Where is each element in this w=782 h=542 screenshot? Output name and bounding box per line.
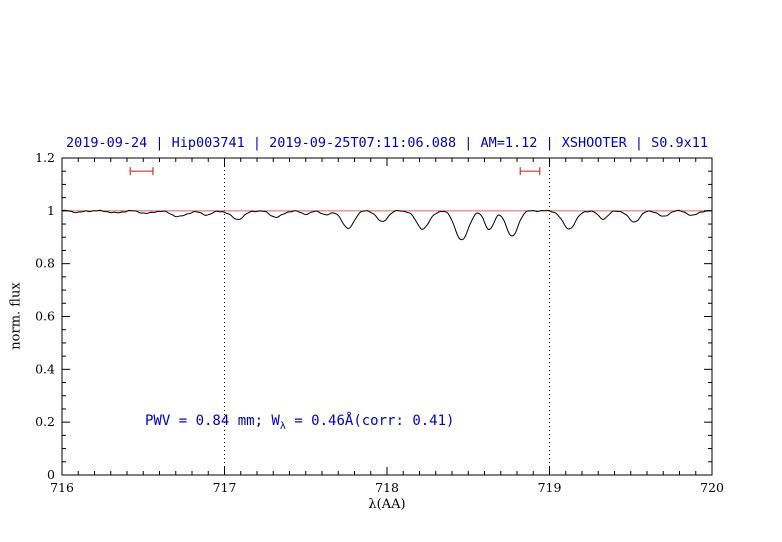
- y-tick-label: 1: [47, 203, 55, 218]
- y-tick-label: 0: [47, 467, 55, 482]
- x-tick-label: 720: [700, 480, 724, 495]
- y-tick-label: 0.2: [35, 414, 55, 429]
- x-tick-label: 716: [50, 480, 74, 495]
- y-tick-label: 0.4: [35, 361, 55, 376]
- x-tick-label: 717: [213, 480, 237, 495]
- x-tick-label: 718: [375, 480, 399, 495]
- pwv-annotation-sub: λ: [279, 420, 286, 432]
- plot-title: 2019-09-24 | Hip003741 | 2019-09-25T07:1…: [65, 135, 709, 151]
- x-tick-label: 719: [538, 480, 562, 495]
- pwv-annotation-suffix: = 0.46Å(corr: 0.41): [285, 413, 455, 429]
- x-axis-label: λ(AA): [368, 497, 406, 512]
- y-tick-label: 0.6: [35, 309, 55, 324]
- y-tick-label: 1.2: [35, 150, 55, 165]
- y-tick-label: 0.8: [35, 256, 55, 271]
- spectrum-path: [61, 209, 713, 241]
- pwv-annotation: PWV = 0.84 mm; Wλ = 0.46Å(corr: 0.41): [145, 413, 454, 432]
- y-axis-label: norm. flux: [8, 282, 24, 350]
- pwv-annotation-prefix: PWV = 0.84 mm; W: [145, 413, 280, 429]
